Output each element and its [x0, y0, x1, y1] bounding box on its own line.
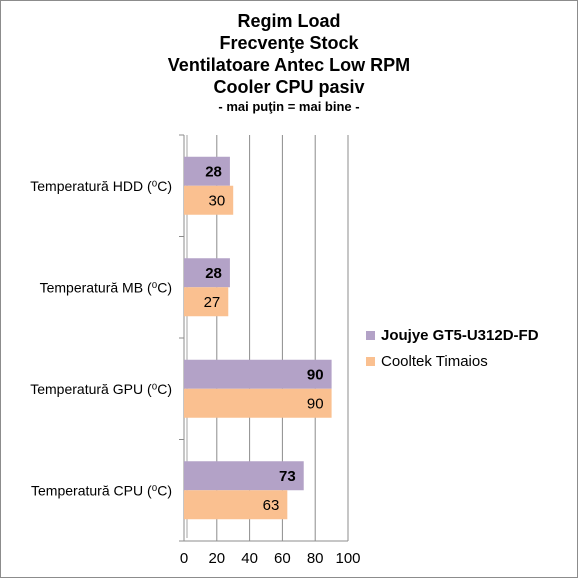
legend-swatch-series-1 — [366, 330, 375, 340]
bar-series-2-3 — [184, 388, 332, 418]
bar-series-1-3 — [184, 359, 332, 389]
category-label-4: Temperatură CPU (⁰C) — [31, 482, 172, 498]
category-label-1: Temperatură HDD (⁰C) — [30, 178, 172, 194]
bar-series-2-4 — [184, 490, 288, 520]
chart-title-line-2: Frecvenţe Stock — [219, 33, 359, 53]
x-tick-label-20: 20 — [208, 550, 225, 567]
chart-subtitle: - mai puţin = mai bine - — [218, 99, 360, 114]
x-tick-label-0: 0 — [180, 550, 188, 567]
chart-title-line-4: Cooler CPU pasiv — [213, 77, 365, 97]
legend-swatch-series-2 — [366, 356, 375, 366]
x-tick-label-40: 40 — [241, 550, 258, 567]
legend-label-series-1: Joujye GT5-U312D-FD — [381, 326, 539, 344]
bar-series-1-2 — [184, 258, 230, 288]
data-label-series-2-1: 30 — [209, 192, 226, 209]
bar-series-1-1 — [184, 156, 230, 186]
data-label-series-1-4: 73 — [279, 468, 296, 485]
data-label-series-1-2: 28 — [205, 265, 222, 282]
legend-label-series-2: Cooltek Timaios — [381, 352, 488, 370]
bar-series-2-2 — [184, 287, 229, 317]
chart-title-block: Regim Load Frecvenţe Stock Ventilatoare … — [0, 10, 578, 116]
data-label-series-2-3: 90 — [307, 395, 324, 412]
data-label-series-2-4: 63 — [263, 497, 280, 514]
chart-title-line-1: Regim Load — [237, 11, 341, 31]
data-label-series-1-1: 28 — [205, 163, 222, 180]
category-label-3: Temperatură GPU (⁰C) — [30, 381, 172, 397]
x-tick-label-80: 80 — [307, 550, 324, 567]
legend-item-series-2: Cooltek Timaios — [366, 348, 539, 374]
data-label-series-1-3: 90 — [307, 366, 324, 383]
x-tick-label-60: 60 — [274, 550, 291, 567]
chart-title-line-3: Ventilatoare Antec Low RPM — [167, 55, 411, 75]
bar-series-1-4 — [184, 461, 304, 491]
legend: Joujye GT5-U312D-FD Cooltek Timaios — [366, 322, 539, 374]
legend-item-series-1: Joujye GT5-U312D-FD — [366, 322, 539, 348]
bar-series-2-1 — [184, 185, 234, 215]
data-label-series-2-2: 27 — [204, 294, 221, 311]
x-tick-label-100: 100 — [335, 550, 360, 567]
category-label-2: Temperatură MB (⁰C) — [40, 279, 172, 295]
